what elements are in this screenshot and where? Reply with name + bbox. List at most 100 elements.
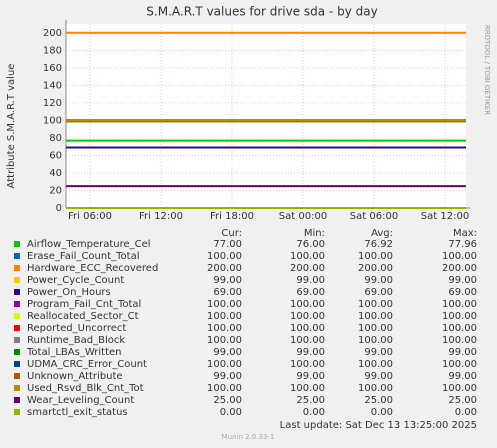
legend-swatch	[14, 313, 20, 319]
legend-value: 25.00	[213, 395, 242, 406]
legend-value: 100.00	[358, 311, 393, 322]
legend-value: 100.00	[290, 299, 325, 310]
legend-value: 76.00	[296, 239, 325, 250]
legend-label: Hardware_ECC_Recovered	[27, 263, 158, 274]
legend-value: 100.00	[207, 359, 242, 370]
legend-label: Power_Cycle_Count	[27, 275, 124, 286]
column-header: Avg:	[371, 228, 393, 239]
legend-label: Runtime_Bad_Block	[27, 335, 125, 346]
legend-value: 100.00	[358, 335, 393, 346]
plot-area	[66, 24, 466, 208]
y-tick-label: 120	[43, 98, 62, 109]
legend-label: Power_On_Hours	[27, 287, 111, 298]
x-tick-label: Fri 18:00	[210, 211, 254, 222]
y-tick-label: 40	[49, 168, 62, 179]
legend-swatch	[14, 253, 20, 259]
legend-value: 99.00	[448, 347, 477, 358]
legend-swatch	[14, 385, 20, 391]
legend-value: 69.00	[296, 287, 325, 298]
legend-label: Total_LBAs_Written	[26, 347, 122, 358]
legend-value: 100.00	[442, 251, 477, 262]
legend-value: 25.00	[448, 395, 477, 406]
legend-swatch	[14, 325, 20, 331]
legend-value: 69.00	[213, 287, 242, 298]
legend-value: 99.00	[213, 347, 242, 358]
legend-value: 0.00	[303, 407, 325, 418]
legend-label: Used_Rsvd_Blk_Cnt_Tot	[27, 383, 144, 394]
legend-value: 100.00	[290, 359, 325, 370]
legend-value: 99.00	[213, 371, 242, 382]
legend-value: 100.00	[207, 323, 242, 334]
legend-value: 0.00	[220, 407, 242, 418]
legend-value: 100.00	[358, 359, 393, 370]
legend-value: 100.00	[207, 311, 242, 322]
legend-value: 77.96	[448, 239, 477, 250]
legend-value: 100.00	[290, 335, 325, 346]
legend-value: 200.00	[358, 263, 393, 274]
x-tick-label: Sat 12:00	[421, 211, 469, 222]
legend-value: 69.00	[448, 287, 477, 298]
legend-value: 99.00	[296, 347, 325, 358]
legend-swatch	[14, 265, 20, 271]
legend-label: smartctl_exit_status	[27, 407, 128, 418]
legend-swatch	[14, 277, 20, 283]
legend-value: 100.00	[290, 383, 325, 394]
legend-value: 100.00	[442, 311, 477, 322]
legend-swatch	[14, 241, 20, 247]
legend-value: 76.92	[364, 239, 393, 250]
x-tick-label: Sat 00:00	[279, 211, 327, 222]
legend-value: 99.00	[364, 371, 393, 382]
side-label: RRDTOOL / TOBI OETIKER	[483, 25, 491, 115]
y-tick-label: 80	[49, 133, 62, 144]
legend-value: 77.00	[213, 239, 242, 250]
legend-swatch	[14, 409, 20, 415]
legend-value: 200.00	[207, 263, 242, 274]
legend-value: 99.00	[213, 275, 242, 286]
y-tick-label: 200	[43, 28, 62, 39]
legend-value: 100.00	[358, 299, 393, 310]
y-tick-label: 0	[56, 203, 62, 214]
legend-value: 100.00	[290, 323, 325, 334]
column-header: Min:	[304, 228, 325, 239]
x-tick-label: Fri 06:00	[68, 211, 112, 222]
legend-swatch	[14, 337, 20, 343]
legend-value: 100.00	[207, 251, 242, 262]
x-tick-label: Fri 12:00	[139, 211, 183, 222]
legend-value: 69.00	[364, 287, 393, 298]
column-header: Max:	[453, 228, 477, 239]
last-update: Last update: Sat Dec 13 13:25:00 2025	[280, 420, 477, 431]
legend-value: 100.00	[442, 299, 477, 310]
legend-value: 100.00	[207, 383, 242, 394]
legend-value: 99.00	[364, 275, 393, 286]
legend-value: 200.00	[290, 263, 325, 274]
legend-value: 99.00	[448, 371, 477, 382]
legend-swatch	[14, 397, 20, 403]
legend-value: 100.00	[207, 299, 242, 310]
footer: Munin 2.0.33-1	[222, 433, 275, 441]
legend-value: 100.00	[358, 383, 393, 394]
legend-value: 0.00	[455, 407, 477, 418]
legend-label: UDMA_CRC_Error_Count	[27, 359, 147, 370]
legend-swatch	[14, 361, 20, 367]
legend-swatch	[14, 301, 20, 307]
legend-label: Erase_Fail_Count_Total	[27, 251, 140, 262]
legend-label: Airflow_Temperature_Cel	[27, 239, 151, 250]
legend-value: 99.00	[296, 275, 325, 286]
legend-value: 100.00	[358, 323, 393, 334]
legend-value: 200.00	[442, 263, 477, 274]
legend-label: Reallocated_Sector_Ct	[27, 311, 139, 322]
legend-value: 25.00	[364, 395, 393, 406]
legend-value: 100.00	[442, 323, 477, 334]
legend-swatch	[14, 373, 20, 379]
x-tick-label: Sat 06:00	[350, 211, 398, 222]
legend-swatch	[14, 349, 20, 355]
y-tick-label: 100	[43, 115, 62, 126]
legend-value: 100.00	[290, 251, 325, 262]
chart-title: S.M.A.R.T values for drive sda - by day	[146, 5, 377, 19]
legend-swatch	[14, 289, 20, 295]
y-tick-label: 140	[43, 80, 62, 91]
legend-value: 99.00	[364, 347, 393, 358]
legend-value: 100.00	[207, 335, 242, 346]
y-tick-label: 160	[43, 63, 62, 74]
